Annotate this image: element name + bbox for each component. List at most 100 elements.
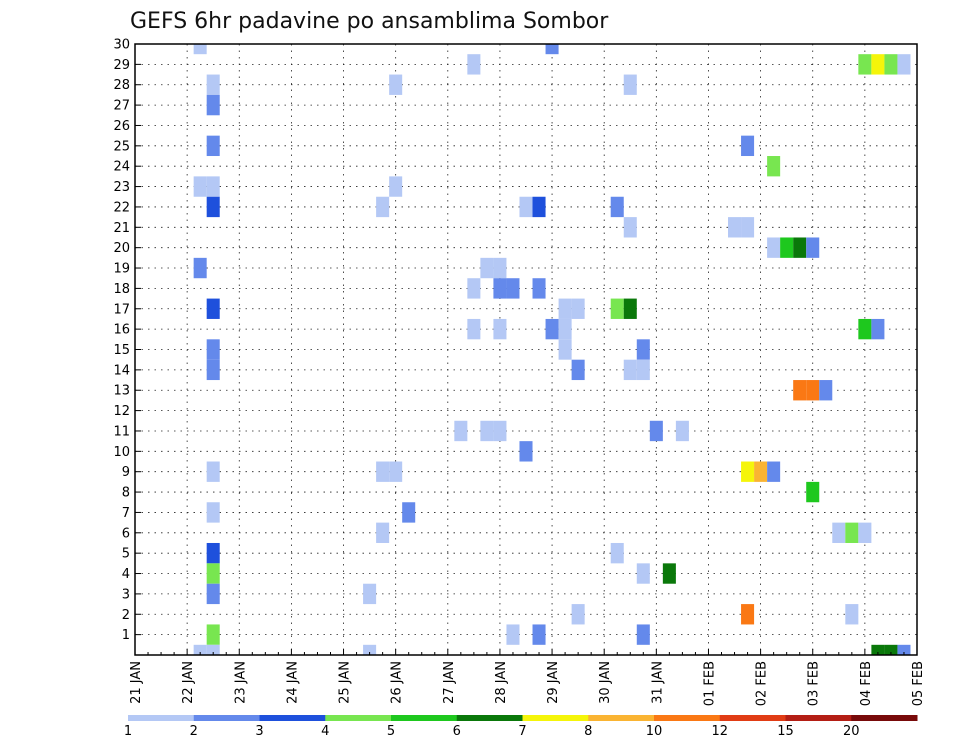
precip-cell	[493, 257, 507, 279]
y-tick-label: 12	[113, 404, 130, 419]
precip-cell	[806, 237, 820, 258]
precip-cell	[819, 380, 833, 401]
x-axis: 21 JAN 22 JAN 23 JAN 24 JAN 25 JAN 26 JAN 27 J…	[129, 649, 926, 706]
x-tick-label: 01 FEB	[702, 661, 717, 706]
colorbar-label: 2	[190, 724, 198, 739]
precip-cell	[871, 644, 885, 655]
y-tick-label: 26	[113, 119, 130, 134]
precip-cell	[793, 380, 807, 401]
precip-cell	[467, 278, 481, 299]
y-tick-label: 10	[113, 445, 130, 460]
precip-cell	[858, 318, 872, 340]
precip-cell	[728, 217, 742, 238]
colorbar-segment	[128, 715, 195, 721]
precip-cell	[610, 542, 624, 564]
y-tick-label: 2	[122, 608, 130, 623]
y-tick-label: 14	[113, 363, 130, 378]
precip-cell	[376, 196, 390, 218]
x-tick-label: 21 JAN	[129, 661, 144, 704]
precip-cell	[558, 339, 572, 360]
precip-cell	[206, 135, 220, 157]
colorbar-label: 15	[777, 724, 794, 739]
y-tick-label: 17	[113, 302, 130, 317]
precip-cell	[363, 583, 377, 605]
precip-cell	[675, 420, 689, 442]
precip-cell	[532, 196, 546, 218]
precip-cell	[206, 298, 220, 319]
y-tick-label: 1	[122, 628, 130, 643]
precip-cell	[206, 339, 220, 360]
precip-cell	[206, 644, 220, 655]
precip-cell	[376, 522, 390, 543]
precip-cell	[884, 54, 898, 75]
y-tick-label: 9	[122, 465, 130, 480]
colorbar-label: 3	[255, 724, 263, 739]
precip-cell	[767, 461, 781, 482]
precip-cell	[649, 420, 663, 442]
precip-cell	[206, 176, 220, 197]
precip-cell	[206, 359, 220, 381]
precip-cell	[832, 522, 846, 543]
precip-cell	[389, 461, 403, 482]
precip-cell	[610, 298, 624, 319]
y-tick-label: 20	[113, 241, 130, 256]
precip-cell	[467, 318, 481, 340]
chart-title: GEFS 6hr padavine po ansamblima Sombor	[130, 9, 609, 34]
precip-cell	[467, 54, 481, 75]
precip-cell	[806, 380, 820, 401]
precip-cell	[206, 196, 220, 218]
colorbar-segment	[391, 715, 458, 721]
precip-cell	[858, 54, 872, 75]
precip-cell	[506, 278, 520, 299]
x-tick-label: 23 JAN	[233, 661, 248, 704]
x-tick-label: 29 JAN	[546, 661, 561, 704]
colorbar-label: 1	[124, 724, 132, 739]
precip-cell	[636, 624, 650, 645]
precip-cell	[897, 644, 911, 655]
precip-cell	[741, 461, 755, 482]
x-tick-label: 25 JAN	[338, 661, 353, 704]
colorbar-segment	[588, 715, 655, 721]
colorbar-label: 5	[387, 724, 395, 739]
precip-cells	[193, 44, 911, 655]
x-tick-label: 30 JAN	[598, 661, 613, 704]
colorbar-segment	[851, 715, 918, 721]
precip-cell	[662, 563, 676, 584]
y-tick-label: 21	[113, 221, 130, 236]
precip-cell	[741, 217, 755, 238]
colorbar-label: 10	[646, 724, 663, 739]
y-tick-label: 18	[113, 282, 130, 297]
precip-cell	[558, 298, 572, 319]
precip-cell	[493, 278, 507, 299]
precip-cell	[610, 196, 624, 218]
colorbar-label: 7	[518, 724, 526, 739]
y-tick-label: 24	[113, 160, 130, 175]
precip-cell	[206, 624, 220, 645]
y-axis: 1234567891011121314151617181920212223242…	[113, 38, 141, 643]
precip-cell	[193, 257, 207, 279]
y-tick-label: 4	[122, 567, 130, 582]
precip-cell	[884, 644, 898, 655]
precip-cell	[767, 156, 781, 177]
colorbar: 1 2 3 4 5 6 7 8 10 12 15 20	[124, 715, 918, 739]
y-tick-label: 22	[113, 200, 130, 215]
colorbar-label: 4	[321, 724, 329, 739]
colorbar-segment	[785, 715, 852, 721]
colorbar-segment	[654, 715, 721, 721]
x-tick-label: 24 JAN	[285, 661, 300, 704]
colorbar-segment	[193, 715, 260, 721]
precip-cell	[845, 604, 859, 625]
y-tick-label: 13	[113, 384, 130, 399]
x-tick-label: 22 JAN	[181, 661, 196, 704]
y-tick-label: 23	[113, 180, 130, 195]
precip-cell	[480, 420, 494, 442]
precip-cell	[545, 44, 559, 55]
precip-cell	[623, 74, 637, 95]
precip-cell	[519, 441, 533, 462]
precip-cell	[206, 461, 220, 482]
y-tick-label: 11	[113, 424, 130, 439]
y-tick-label: 27	[113, 99, 130, 114]
precip-cell	[806, 481, 820, 503]
precip-cell	[206, 94, 220, 116]
precip-cell	[636, 563, 650, 584]
